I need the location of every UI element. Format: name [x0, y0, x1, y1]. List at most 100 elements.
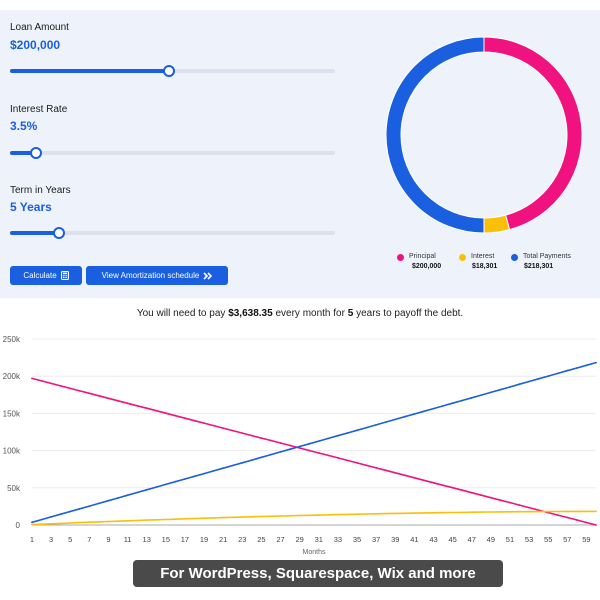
data-point-interest: [126, 519, 129, 522]
loan-amount-slider-thumb[interactable]: [163, 65, 176, 77]
data-point-principal: [451, 486, 454, 489]
x-tick-label: 17: [181, 535, 189, 544]
data-point-total: [489, 391, 492, 394]
y-tick-label: 100k: [3, 447, 21, 456]
loan-amount-slider-fill: [10, 69, 170, 73]
data-point-total: [451, 402, 454, 405]
data-point-interest: [117, 520, 119, 523]
x-tick-label: 41: [410, 535, 418, 544]
data-point-interest: [442, 511, 444, 514]
data-point-total: [174, 480, 177, 483]
data-point-interest: [556, 510, 559, 513]
interest-rate-slider-fill: [10, 151, 36, 155]
calculate-button[interactable]: Calculate: [10, 266, 82, 285]
data-point-principal: [470, 491, 473, 494]
summary-years: 5: [347, 308, 354, 319]
data-point-total: [403, 415, 406, 418]
data-point-total: [317, 440, 320, 442]
data-point-principal: [88, 392, 91, 395]
data-point-principal: [289, 444, 291, 447]
data-point-interest: [260, 515, 263, 518]
data-point-total: [260, 456, 263, 459]
data-point-interest: [337, 513, 339, 516]
legend-principal-label: Principal: [409, 253, 436, 260]
data-point-total: [375, 424, 377, 426]
x-tick-label: 5: [68, 535, 72, 544]
data-point-interest: [184, 517, 186, 520]
data-point-interest: [576, 510, 578, 513]
data-point-interest: [518, 510, 521, 513]
x-tick-label: 39: [391, 535, 399, 544]
calculator-icon: [60, 271, 69, 280]
data-point-principal: [155, 409, 158, 412]
term-years-value: 5 Years: [10, 200, 52, 214]
summary-suffix: years to payoff the debt.: [356, 308, 464, 319]
data-point-total: [461, 399, 464, 402]
data-point-interest: [403, 512, 406, 515]
data-point-principal: [31, 377, 33, 380]
data-point-total: [432, 407, 435, 410]
data-point-total: [470, 396, 473, 399]
term-years-slider-thumb[interactable]: [52, 227, 65, 239]
data-point-principal: [413, 476, 416, 479]
term-years-slider[interactable]: [10, 227, 335, 239]
data-point-principal: [528, 506, 530, 509]
x-tick-label: 23: [238, 535, 246, 544]
y-tick-label: 50k: [7, 484, 21, 493]
data-point-total: [337, 434, 339, 437]
data-point-principal: [184, 417, 186, 420]
data-point-interest: [107, 520, 110, 523]
data-point-interest: [50, 522, 52, 525]
data-point-interest: [413, 512, 416, 514]
data-point-interest: [31, 523, 33, 526]
data-point-principal: [499, 499, 502, 502]
x-tick-label: 49: [487, 535, 495, 544]
data-point-interest: [164, 518, 167, 521]
data-point-total: [356, 429, 358, 432]
x-tick-label: 21: [219, 535, 227, 544]
data-point-principal: [298, 447, 301, 449]
data-point-principal: [241, 432, 244, 434]
data-point-total: [231, 464, 234, 467]
data-point-principal: [212, 424, 215, 427]
data-point-interest: [356, 513, 358, 516]
term-years-slider-fill: [10, 231, 59, 235]
data-point-interest: [394, 512, 397, 515]
data-point-principal: [375, 467, 377, 469]
loan-amount-slider[interactable]: [10, 65, 335, 77]
data-point-total: [69, 510, 72, 513]
data-point-total: [413, 413, 416, 415]
data-point-total: [585, 364, 588, 367]
series-line-principal: [31, 377, 597, 526]
interest-rate-slider-thumb[interactable]: [30, 147, 42, 159]
interest-rate-slider[interactable]: [10, 147, 335, 159]
data-point-principal: [585, 521, 588, 524]
data-point-interest: [145, 519, 148, 521]
data-point-interest: [193, 517, 196, 520]
data-point-total: [279, 451, 282, 453]
data-point-interest: [155, 518, 158, 521]
data-point-interest: [375, 512, 377, 515]
data-point-principal: [50, 382, 52, 385]
data-point-principal: [174, 414, 177, 417]
data-point-total: [241, 461, 244, 464]
data-point-principal: [164, 412, 167, 415]
view-amortization-schedule-button[interactable]: View Amortization schedule: [86, 266, 228, 285]
data-point-principal: [145, 407, 148, 410]
data-point-interest: [489, 511, 492, 513]
data-point-interest: [537, 510, 540, 513]
data-point-principal: [595, 524, 597, 526]
data-point-interest: [384, 512, 387, 515]
data-point-total: [78, 507, 81, 510]
data-point-interest: [595, 510, 597, 513]
data-point-principal: [203, 422, 206, 424]
data-point-interest: [509, 510, 511, 513]
legend-total-payments-dot: [511, 254, 518, 261]
data-point-total: [327, 437, 330, 440]
x-tick-label: 53: [525, 535, 533, 544]
donut-slice-interest: [483, 214, 511, 234]
data-point-total: [308, 442, 311, 445]
data-point-principal: [480, 494, 483, 497]
x-axis-label: Months: [303, 549, 326, 556]
data-point-interest: [480, 511, 483, 513]
